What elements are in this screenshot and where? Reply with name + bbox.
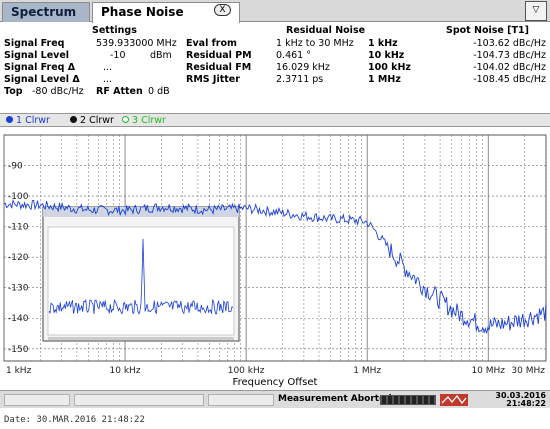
rf-atten-label: RF Atten (96, 86, 143, 97)
status-field-1 (4, 394, 70, 406)
phase-noise-trace (3, 198, 547, 334)
tab-phase-noise[interactable]: Phase Noise (92, 2, 240, 23)
signal-level-delta-label: Signal Level Δ (4, 74, 80, 85)
trace-3-dot-icon (122, 116, 129, 123)
signal-freq-delta-label: Signal Freq Δ (4, 62, 76, 73)
inset-plot-area (47, 226, 235, 336)
trace-2-text: 2 Clrwr (80, 115, 114, 126)
rf-atten-value: 0 dB (148, 86, 170, 97)
analyzer-window: Spectrum Phase Noise X ▽ Settings Residu… (0, 0, 550, 408)
measurement-status: Measurement Aborted (278, 394, 392, 404)
status-bar: Measurement Aborted 30.03.2016 21:48:22 (0, 390, 550, 408)
tab-bar: Spectrum Phase Noise X ▽ (0, 0, 550, 23)
x-tick-label: 10 MHz (471, 366, 505, 376)
y-tick-label: -100 (8, 192, 29, 202)
signal-level-unit: dBm (150, 50, 172, 61)
eval-from-label: Eval from (186, 38, 237, 49)
close-tab-icon[interactable]: X (214, 4, 231, 16)
spot-value-3: -104.02 dBc/Hz (473, 62, 546, 73)
trace-1-text: 1 Clrwr (16, 115, 50, 126)
x-tick-label: 1 kHz (6, 366, 32, 376)
trace-1-dot-icon (6, 116, 13, 123)
trace-2-dot-icon (70, 116, 77, 123)
signal-level-label: Signal Level (4, 50, 70, 61)
residual-fm-label: Residual FM (186, 62, 252, 73)
spot-value-4: -108.45 dBc/Hz (473, 74, 546, 85)
residual-noise-header: Residual Noise (286, 25, 366, 36)
spot-offset-4: 1 MHz (368, 74, 401, 85)
x-tick-labels: 1 kHz 10 kHz 100 kHz 1 MHz 10 MHz 30 MHz (6, 366, 545, 376)
signal-freq-label: Signal Freq (4, 38, 65, 49)
menu-dropdown-icon[interactable]: ▽ (525, 1, 547, 21)
status-field-3 (208, 394, 274, 406)
y-tick-label: -110 (8, 223, 29, 233)
signal-level-delta-value: ... (103, 74, 113, 85)
spot-offset-2: 10 kHz (368, 50, 405, 61)
x-axis-label: Frequency Offset (233, 377, 318, 388)
eval-from-value: 1 kHz to 30 MHz (276, 38, 354, 49)
residual-fm-value: 16.029 kHz (276, 62, 330, 73)
spot-value-1: -103.62 dBc/Hz (473, 38, 546, 49)
status-fields (4, 394, 274, 406)
signal-level-value: -10 (110, 50, 126, 61)
measurement-progress-bar (380, 395, 436, 405)
status-field-2 (74, 394, 204, 406)
trace-3-label[interactable]: 3 Clrwr (122, 114, 166, 127)
x-tick-label: 10 kHz (110, 366, 141, 376)
trace-3-text: 3 Clrwr (132, 115, 166, 126)
y-tick-label: -140 (8, 314, 29, 324)
y-tick-labels: -90 -100 -110 -120 -130 -140 -150 (8, 162, 29, 355)
x-tick-label: 30 MHz (511, 366, 545, 376)
x-tick-label: 1 MHz (353, 366, 381, 376)
activity-icon (440, 394, 468, 406)
inset-status-strip (48, 337, 234, 340)
signal-freq-value: 539.933000 MHz (96, 38, 177, 49)
trace-2-label[interactable]: 2 Clrwr (70, 114, 114, 127)
top-label: Top (4, 86, 23, 97)
trace-1-label[interactable]: 1 Clrwr (6, 114, 50, 127)
spot-value-2: -104.73 dBc/Hz (473, 50, 546, 61)
spot-offset-1: 1 kHz (368, 38, 398, 49)
x-tick-label: 100 kHz (228, 366, 265, 376)
signal-freq-delta-value: ... (103, 62, 113, 73)
y-tick-label: -150 (8, 345, 29, 355)
spot-noise-header: Spot Noise [T1] (446, 25, 529, 36)
spectrum-inset-thumbnail (42, 206, 240, 342)
tab-spectrum[interactable]: Spectrum (2, 2, 90, 22)
residual-pm-value: 0.461 ° (276, 50, 311, 61)
trace-legend-bar: 1 Clrwr 2 Clrwr 3 Clrwr (0, 113, 550, 127)
y-tick-label: -120 (8, 253, 29, 263)
inset-spectrum-trace (48, 238, 234, 315)
status-datetime: 30.03.2016 21:48:22 (494, 392, 546, 408)
top-value: -80 dBc/Hz (32, 86, 84, 97)
settings-panel: Settings Residual Noise Spot Noise [T1] … (0, 22, 550, 98)
settings-header: Settings (92, 25, 137, 36)
rms-jitter-value: 2.3711 ps (276, 74, 324, 85)
y-tick-label: -130 (8, 284, 29, 294)
inset-title-bar (43, 207, 239, 217)
status-date: 30.03.2016 (495, 391, 546, 400)
status-time: 21:48:22 (506, 399, 546, 408)
residual-pm-label: Residual PM (186, 50, 252, 61)
footer-date: Date: 30.MAR.2016 21:48:22 (4, 415, 145, 425)
phase-noise-chart[interactable]: -90-100-110-120-130-140-150 1 kHz 10 kHz 1… (0, 127, 550, 390)
spot-offset-3: 100 kHz (368, 62, 411, 73)
rms-jitter-label: RMS Jitter (186, 74, 240, 85)
y-tick-label: -90 (8, 162, 23, 172)
